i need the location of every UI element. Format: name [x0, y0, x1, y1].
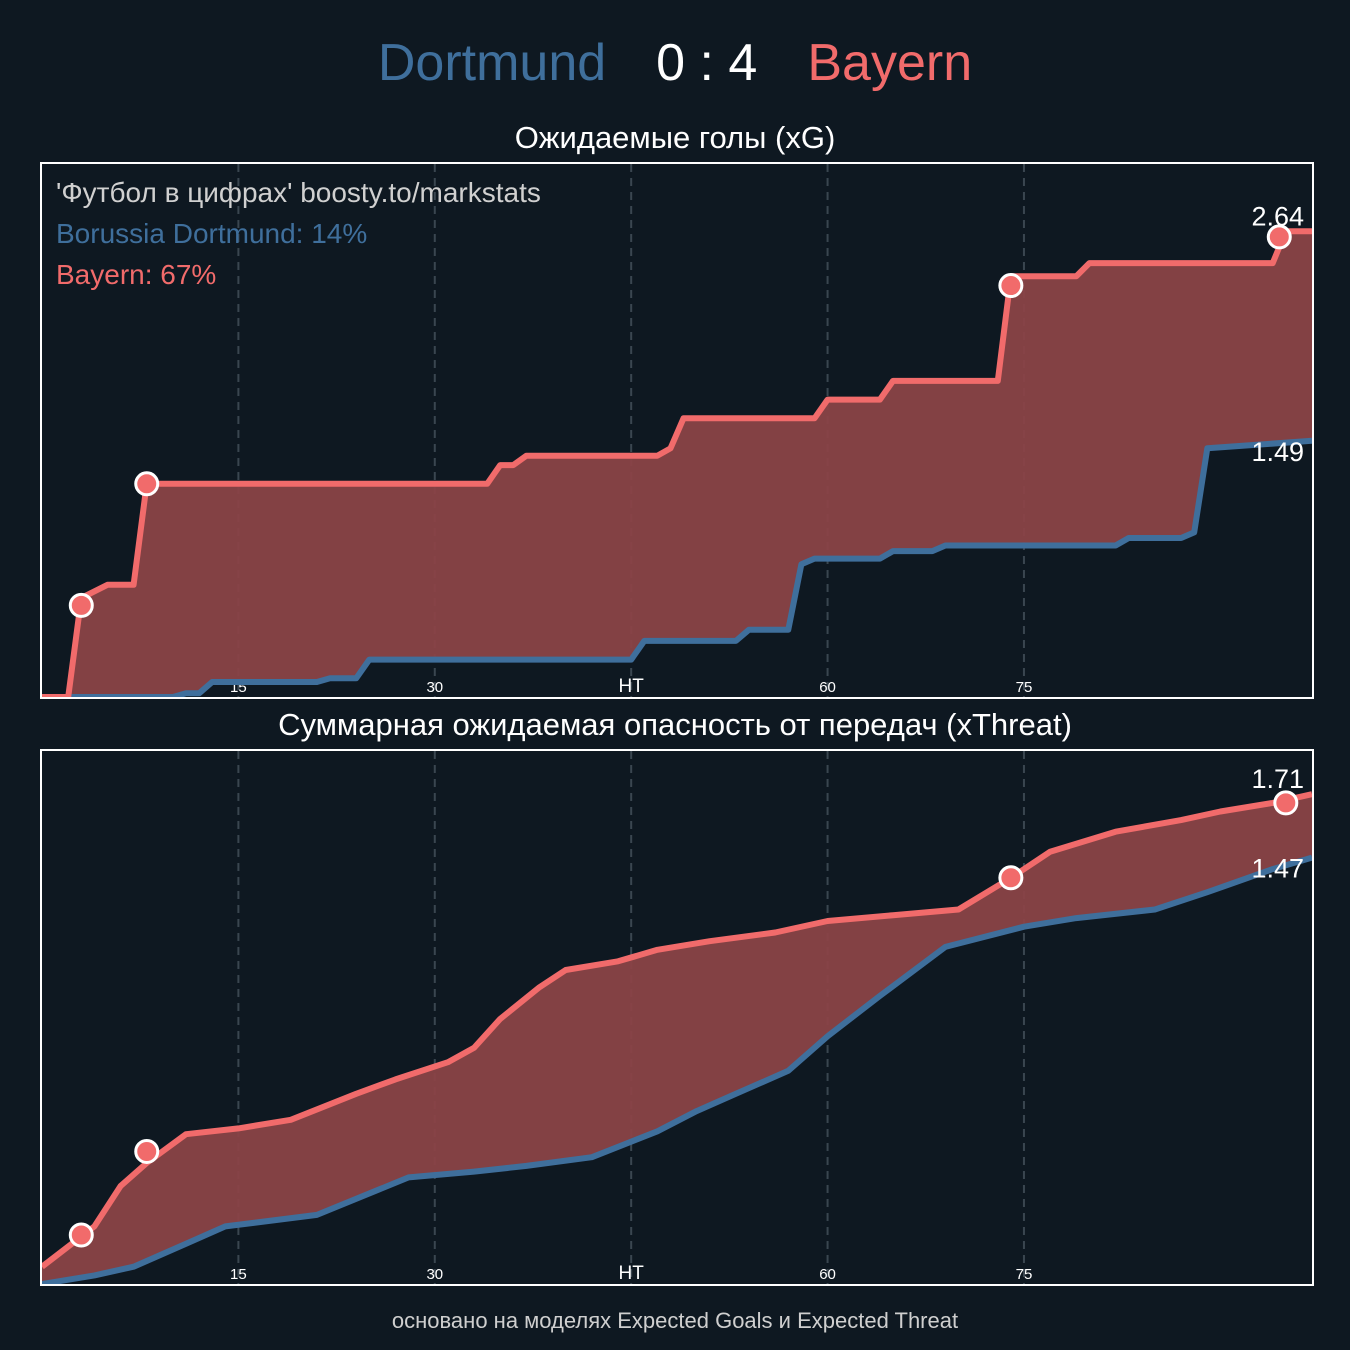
xthreat-chart-panel: 15 30 HT 60 75 1.71 1.47: [40, 749, 1314, 1286]
xg-goal-marker: [998, 273, 1024, 299]
xthreat-goal-marker: [1273, 790, 1299, 816]
xthreat-end-label-bayern: 1.71: [1251, 764, 1304, 794]
home-team-name: Dortmund: [377, 34, 607, 92]
xg-chart: 15 30 HT 60 752.641.49: [42, 164, 1312, 697]
xthreat-goal-marker: [134, 1138, 160, 1164]
footer-note: основано на моделях Expected Goals и Exp…: [391, 1308, 959, 1333]
xg-x-tick-label: HT: [619, 676, 645, 697]
xthreat-x-tick-label: HT: [619, 1263, 645, 1284]
xg-x-tick-label: 75: [1016, 679, 1033, 696]
xg-end-label-bayern: 2.64: [1251, 201, 1304, 231]
xthreat-x-tick-label: 30: [426, 1266, 443, 1283]
xg-goal-marker: [68, 592, 94, 618]
xg-difference-area: [42, 231, 1312, 697]
xg-x-tick-label: 30: [426, 679, 443, 696]
xthreat-chart-title: Суммарная ожидаемая опасность от передач…: [278, 707, 1072, 742]
xg-chart-panel: 15 30 HT 60 75 2.64 1.49 'Футбол в цифрах' boo…: [40, 162, 1314, 699]
xg-series-line-dortmund: [42, 437, 1312, 697]
xthreat-series-line-bayern: [42, 791, 1312, 1270]
home-win-probability: Borussia Dortmund: 14%: [56, 218, 368, 249]
xg-series-line-bayern: [42, 228, 1312, 697]
xg-goal-marker: [1266, 224, 1292, 250]
away-win-probability: Bayern: 67%: [56, 259, 217, 290]
xthreat-end-label-dortmund: 1.47: [1251, 854, 1304, 884]
xthreat-difference-area: [42, 794, 1312, 1284]
xthreat-goal-marker: [68, 1222, 94, 1248]
xthreat-chart: 15 30 HT 60 75 1.71 1.47: [42, 751, 1312, 1284]
xg-goal-marker: [134, 471, 160, 497]
xg-chart-title: Ожидаемые голы (xG): [514, 120, 836, 155]
match-header: Dortmund 0 : 4 Bayern: [0, 28, 1350, 98]
xg-legend: 'Футбол в цифрах' boosty.to/markstats Bo…: [56, 172, 541, 295]
xthreat-goal-marker: [998, 865, 1024, 891]
away-team-name: Bayern: [807, 34, 973, 92]
xthreat-x-tick-label: 15: [230, 1266, 247, 1283]
xg-x-tick-label: 60: [819, 679, 836, 696]
xthreat-series-line-dortmund: [42, 854, 1312, 1284]
credit-text: 'Футбол в цифрах' boosty.to/markstats: [56, 177, 541, 208]
xthreat-x-tick-label: 60: [819, 1266, 836, 1283]
match-score: 0 : 4: [656, 34, 758, 92]
xg-end-label-dortmund: 1.49: [1251, 437, 1304, 467]
xthreat-x-tick-label: 75: [1016, 1266, 1033, 1283]
